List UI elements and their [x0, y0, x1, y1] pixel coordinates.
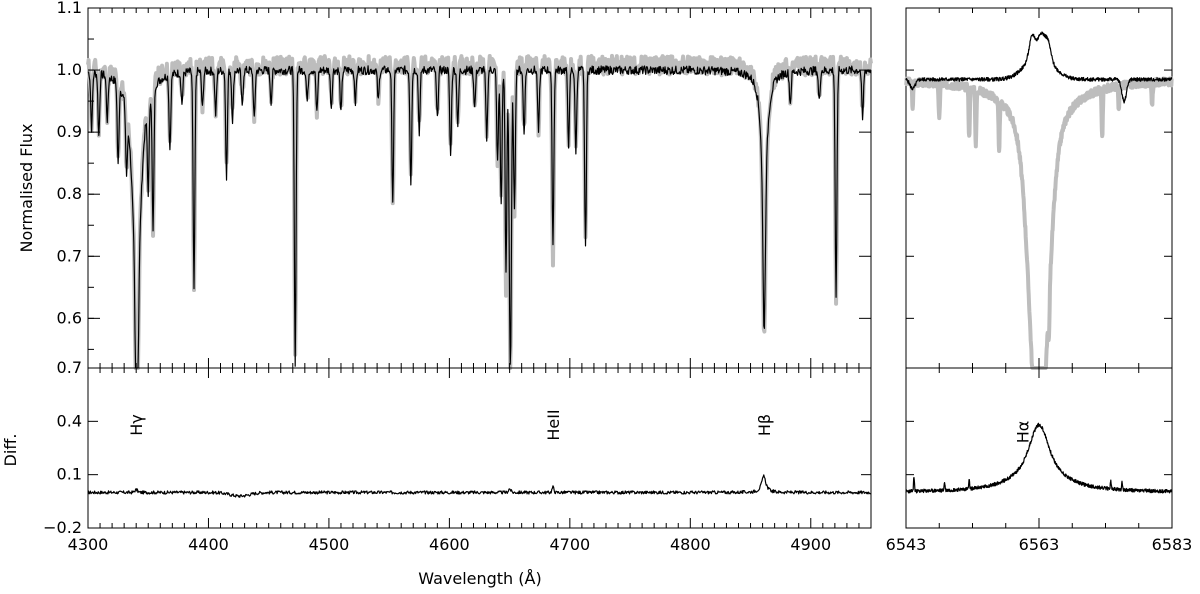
x-tick-label: 4700 — [549, 535, 590, 554]
x-tick-label: 4500 — [309, 535, 350, 554]
x-tick-label: 4900 — [790, 535, 831, 554]
line-label-1: HeII — [544, 409, 563, 440]
y-tick-label: 0.1 — [57, 465, 82, 484]
line-label-2: Hβ — [755, 414, 774, 436]
left-bottom-panel: Hγ HeII Hβ — [87, 367, 872, 529]
y-tick-label: 0.7 — [57, 246, 82, 265]
x-tick-label: 4800 — [670, 535, 711, 554]
x-tick-label: 4600 — [429, 535, 470, 554]
model-spectrum-left — [87, 65, 872, 369]
y-tick-label: 0.7 — [57, 358, 82, 377]
right-top-frame — [905, 7, 1173, 369]
y-tick-label: −0.2 — [43, 518, 82, 537]
y-tick-label: 1.1 — [57, 0, 82, 17]
x-tick-label: 4300 — [68, 535, 109, 554]
y-tick-label: 0.8 — [57, 184, 82, 203]
y-tick-label: 0.9 — [57, 122, 82, 141]
y-axis-label-bottom: Diff. — [1, 434, 20, 467]
x-tick-label: 6563 — [1019, 535, 1060, 554]
line-label-halpha: Hα — [1013, 421, 1032, 444]
x-tick-label: 6543 — [886, 535, 927, 554]
y-tick-label: 0.4 — [57, 411, 82, 430]
left-bottom-frame — [87, 367, 872, 529]
difference-spectrum-right — [905, 422, 1173, 494]
right-bottom-frame — [905, 367, 1173, 529]
right-bottom-panel: Hα — [905, 367, 1173, 529]
left-top-panel — [86, 7, 873, 370]
y-tick-label: 0.6 — [57, 308, 82, 327]
line-label-0: Hγ — [127, 414, 146, 436]
x-tick-label: 6583 — [1152, 535, 1193, 554]
observed-spectrum-left — [86, 53, 873, 370]
y-tick-label: 1.0 — [57, 60, 82, 79]
observed-spectrum-right — [904, 76, 1174, 370]
y-axis-label-top: Normalised Flux — [17, 123, 36, 252]
difference-spectrum-left — [87, 474, 872, 498]
right-top-panel — [904, 7, 1174, 370]
x-axis-label: Wavelength (Å) — [418, 569, 541, 588]
x-tick-label: 4400 — [188, 535, 229, 554]
model-spectrum-right — [905, 31, 1173, 104]
